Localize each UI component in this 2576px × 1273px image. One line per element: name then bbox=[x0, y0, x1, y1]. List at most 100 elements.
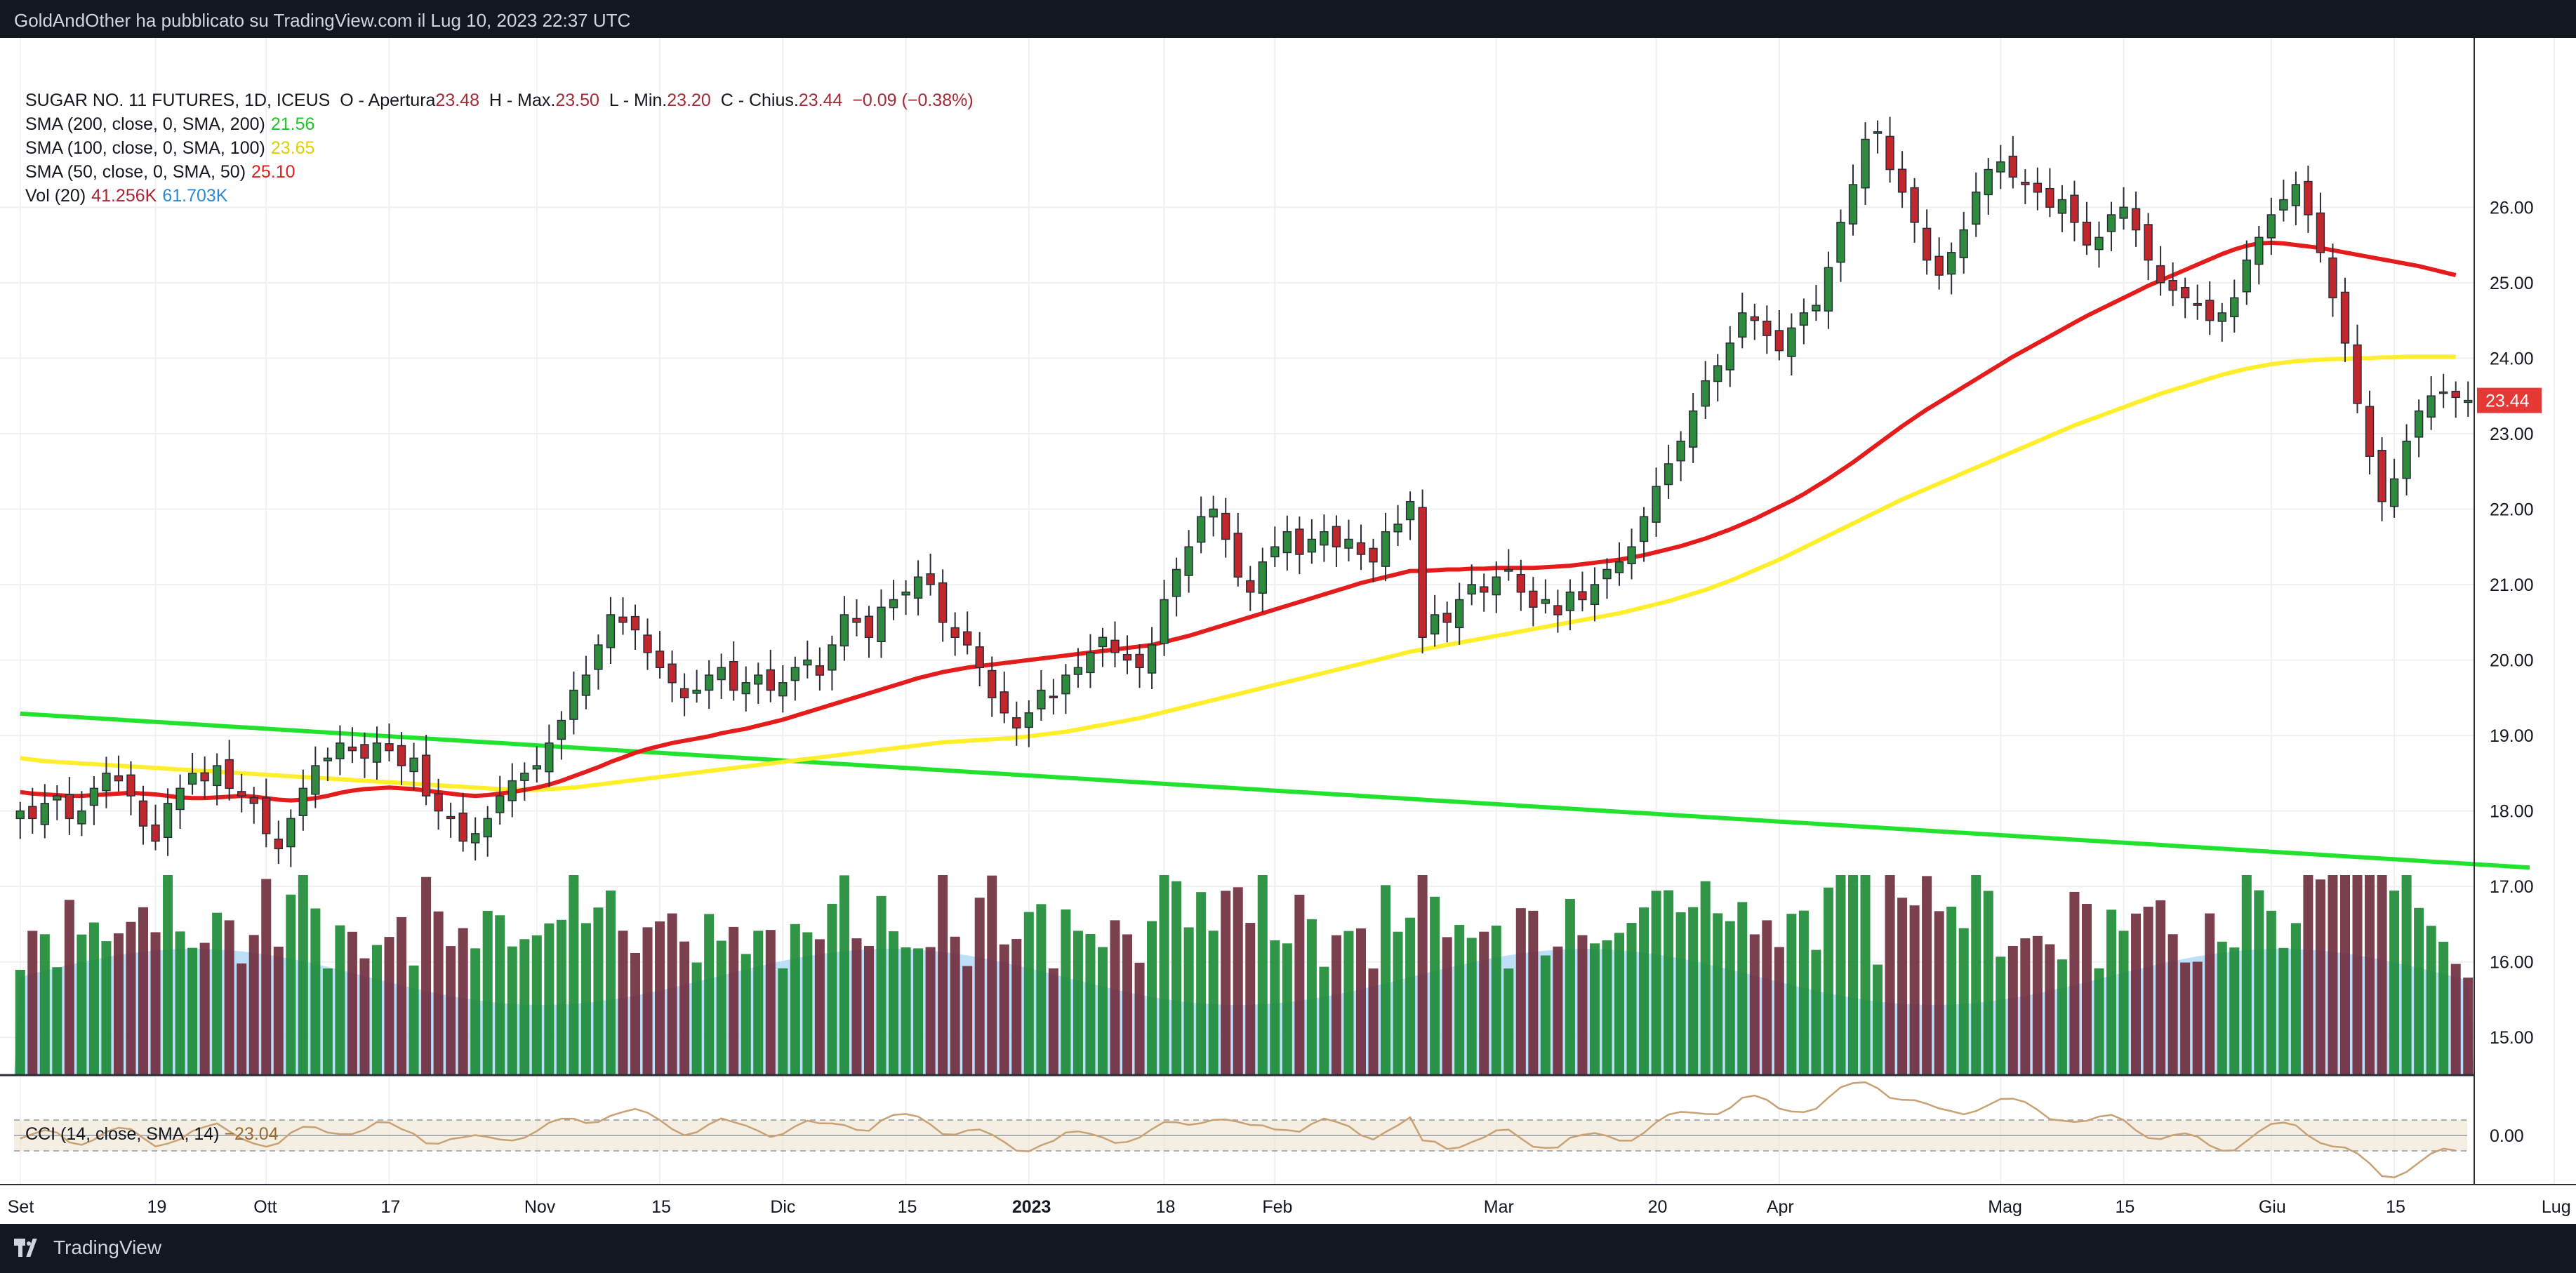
candle bbox=[1282, 515, 1292, 571]
candle-body bbox=[2045, 187, 2054, 208]
volume-bar bbox=[1319, 966, 1329, 1075]
volume-bar bbox=[1971, 875, 1981, 1075]
volume-bar bbox=[1097, 947, 1108, 1075]
candle bbox=[212, 753, 222, 806]
volume-bar bbox=[2020, 938, 2031, 1075]
candle bbox=[1049, 679, 1058, 715]
candle bbox=[2045, 168, 2054, 218]
candle bbox=[2353, 324, 2362, 413]
candle-body bbox=[2119, 206, 2128, 219]
volume-bar bbox=[531, 935, 542, 1075]
volume-bar bbox=[2217, 941, 2227, 1075]
high-label: H - Max. bbox=[489, 91, 556, 110]
volume-bar bbox=[716, 940, 726, 1075]
candle bbox=[913, 560, 923, 616]
tradingview-logo[interactable]: TradingView bbox=[14, 1237, 161, 1259]
candle bbox=[2082, 201, 2092, 255]
volume-bar bbox=[630, 952, 641, 1075]
low-value: 23.20 bbox=[667, 91, 711, 110]
volume-bar bbox=[1847, 875, 1858, 1075]
candle-body bbox=[1467, 584, 1476, 595]
volume-bar bbox=[101, 941, 112, 1075]
candle-body bbox=[1652, 486, 1661, 523]
candle-body bbox=[2377, 450, 2386, 502]
candle bbox=[1430, 594, 1440, 647]
candle-body bbox=[1430, 614, 1440, 635]
candle bbox=[545, 724, 554, 787]
volume-bar bbox=[1700, 881, 1711, 1075]
candle-body bbox=[1012, 717, 1021, 729]
candle bbox=[1762, 305, 1772, 354]
candle bbox=[1480, 573, 1489, 612]
candle-body bbox=[1614, 561, 1624, 573]
candle bbox=[2070, 180, 2079, 241]
candle bbox=[679, 673, 689, 717]
candle bbox=[40, 784, 49, 839]
volume-bar bbox=[1405, 917, 1416, 1075]
candle bbox=[2131, 192, 2141, 247]
candle-body bbox=[1061, 674, 1070, 695]
volume-bar bbox=[999, 944, 1009, 1075]
volume-bar bbox=[1491, 925, 1501, 1075]
volume-bar bbox=[1430, 896, 1440, 1075]
candle bbox=[2008, 135, 2017, 189]
candle-body bbox=[1049, 695, 1058, 699]
candle-body bbox=[385, 743, 394, 752]
volume-bar bbox=[1798, 910, 1809, 1075]
candle-body bbox=[1812, 305, 1821, 312]
candle bbox=[1897, 151, 1907, 208]
candle bbox=[1787, 313, 1796, 375]
candle bbox=[2217, 302, 2226, 342]
candle bbox=[839, 596, 849, 661]
price-tick-label: 24.00 bbox=[2490, 349, 2534, 368]
volume-bar bbox=[2426, 926, 2436, 1075]
candle bbox=[618, 597, 628, 635]
candle bbox=[643, 618, 652, 670]
candle-body bbox=[1725, 342, 1734, 371]
candle bbox=[126, 761, 135, 815]
candle bbox=[1614, 542, 1624, 586]
candle bbox=[901, 580, 910, 615]
candle bbox=[2094, 221, 2104, 268]
volume-bar bbox=[2438, 941, 2449, 1075]
candle-body bbox=[114, 775, 124, 782]
volume-bar bbox=[1221, 891, 1231, 1075]
volume-bar bbox=[359, 958, 370, 1075]
volume-bar bbox=[1122, 934, 1133, 1075]
volume-bar bbox=[1011, 939, 1022, 1075]
volume-bar bbox=[1048, 968, 1058, 1075]
candle-body bbox=[2242, 259, 2251, 293]
price-chart[interactable]: 15.00 16.00 17.00 18.00 19.00 20.00 21.00 22.00… bbox=[0, 38, 2576, 1224]
candle-body bbox=[1627, 546, 1636, 564]
volume-bar bbox=[2303, 875, 2313, 1075]
candle-body bbox=[2193, 302, 2202, 306]
candle bbox=[2205, 281, 2215, 335]
volume-bar bbox=[1958, 928, 1969, 1075]
candle-body bbox=[2414, 410, 2424, 438]
candle bbox=[2242, 240, 2251, 305]
candle bbox=[1393, 505, 1402, 547]
volume-bar bbox=[1602, 940, 1612, 1075]
candle-body bbox=[2255, 236, 2264, 265]
chart-area[interactable]: 15.00 16.00 17.00 18.00 19.00 20.00 21.00 22.00… bbox=[0, 38, 2576, 1224]
candle bbox=[2328, 244, 2337, 317]
candle bbox=[852, 599, 861, 636]
candle bbox=[2464, 381, 2473, 417]
candle-body bbox=[1307, 538, 1317, 553]
candle-body bbox=[2279, 199, 2288, 211]
last-price-label: 23.44 bbox=[2485, 392, 2530, 411]
candle-body bbox=[1959, 229, 1968, 258]
close-label: C - Chius. bbox=[720, 91, 799, 110]
candle-body bbox=[606, 614, 616, 648]
candle bbox=[2156, 246, 2165, 296]
candle bbox=[864, 606, 874, 658]
candle bbox=[1812, 285, 1821, 321]
candle bbox=[1652, 467, 1661, 538]
time-tick-label: Lug bbox=[2542, 1197, 2571, 1217]
volume-bar bbox=[1183, 927, 1194, 1075]
candle-body bbox=[507, 780, 517, 801]
candle bbox=[1848, 164, 1858, 236]
volume-bar bbox=[1811, 949, 1821, 1075]
candle bbox=[729, 641, 738, 701]
candle bbox=[274, 820, 283, 865]
